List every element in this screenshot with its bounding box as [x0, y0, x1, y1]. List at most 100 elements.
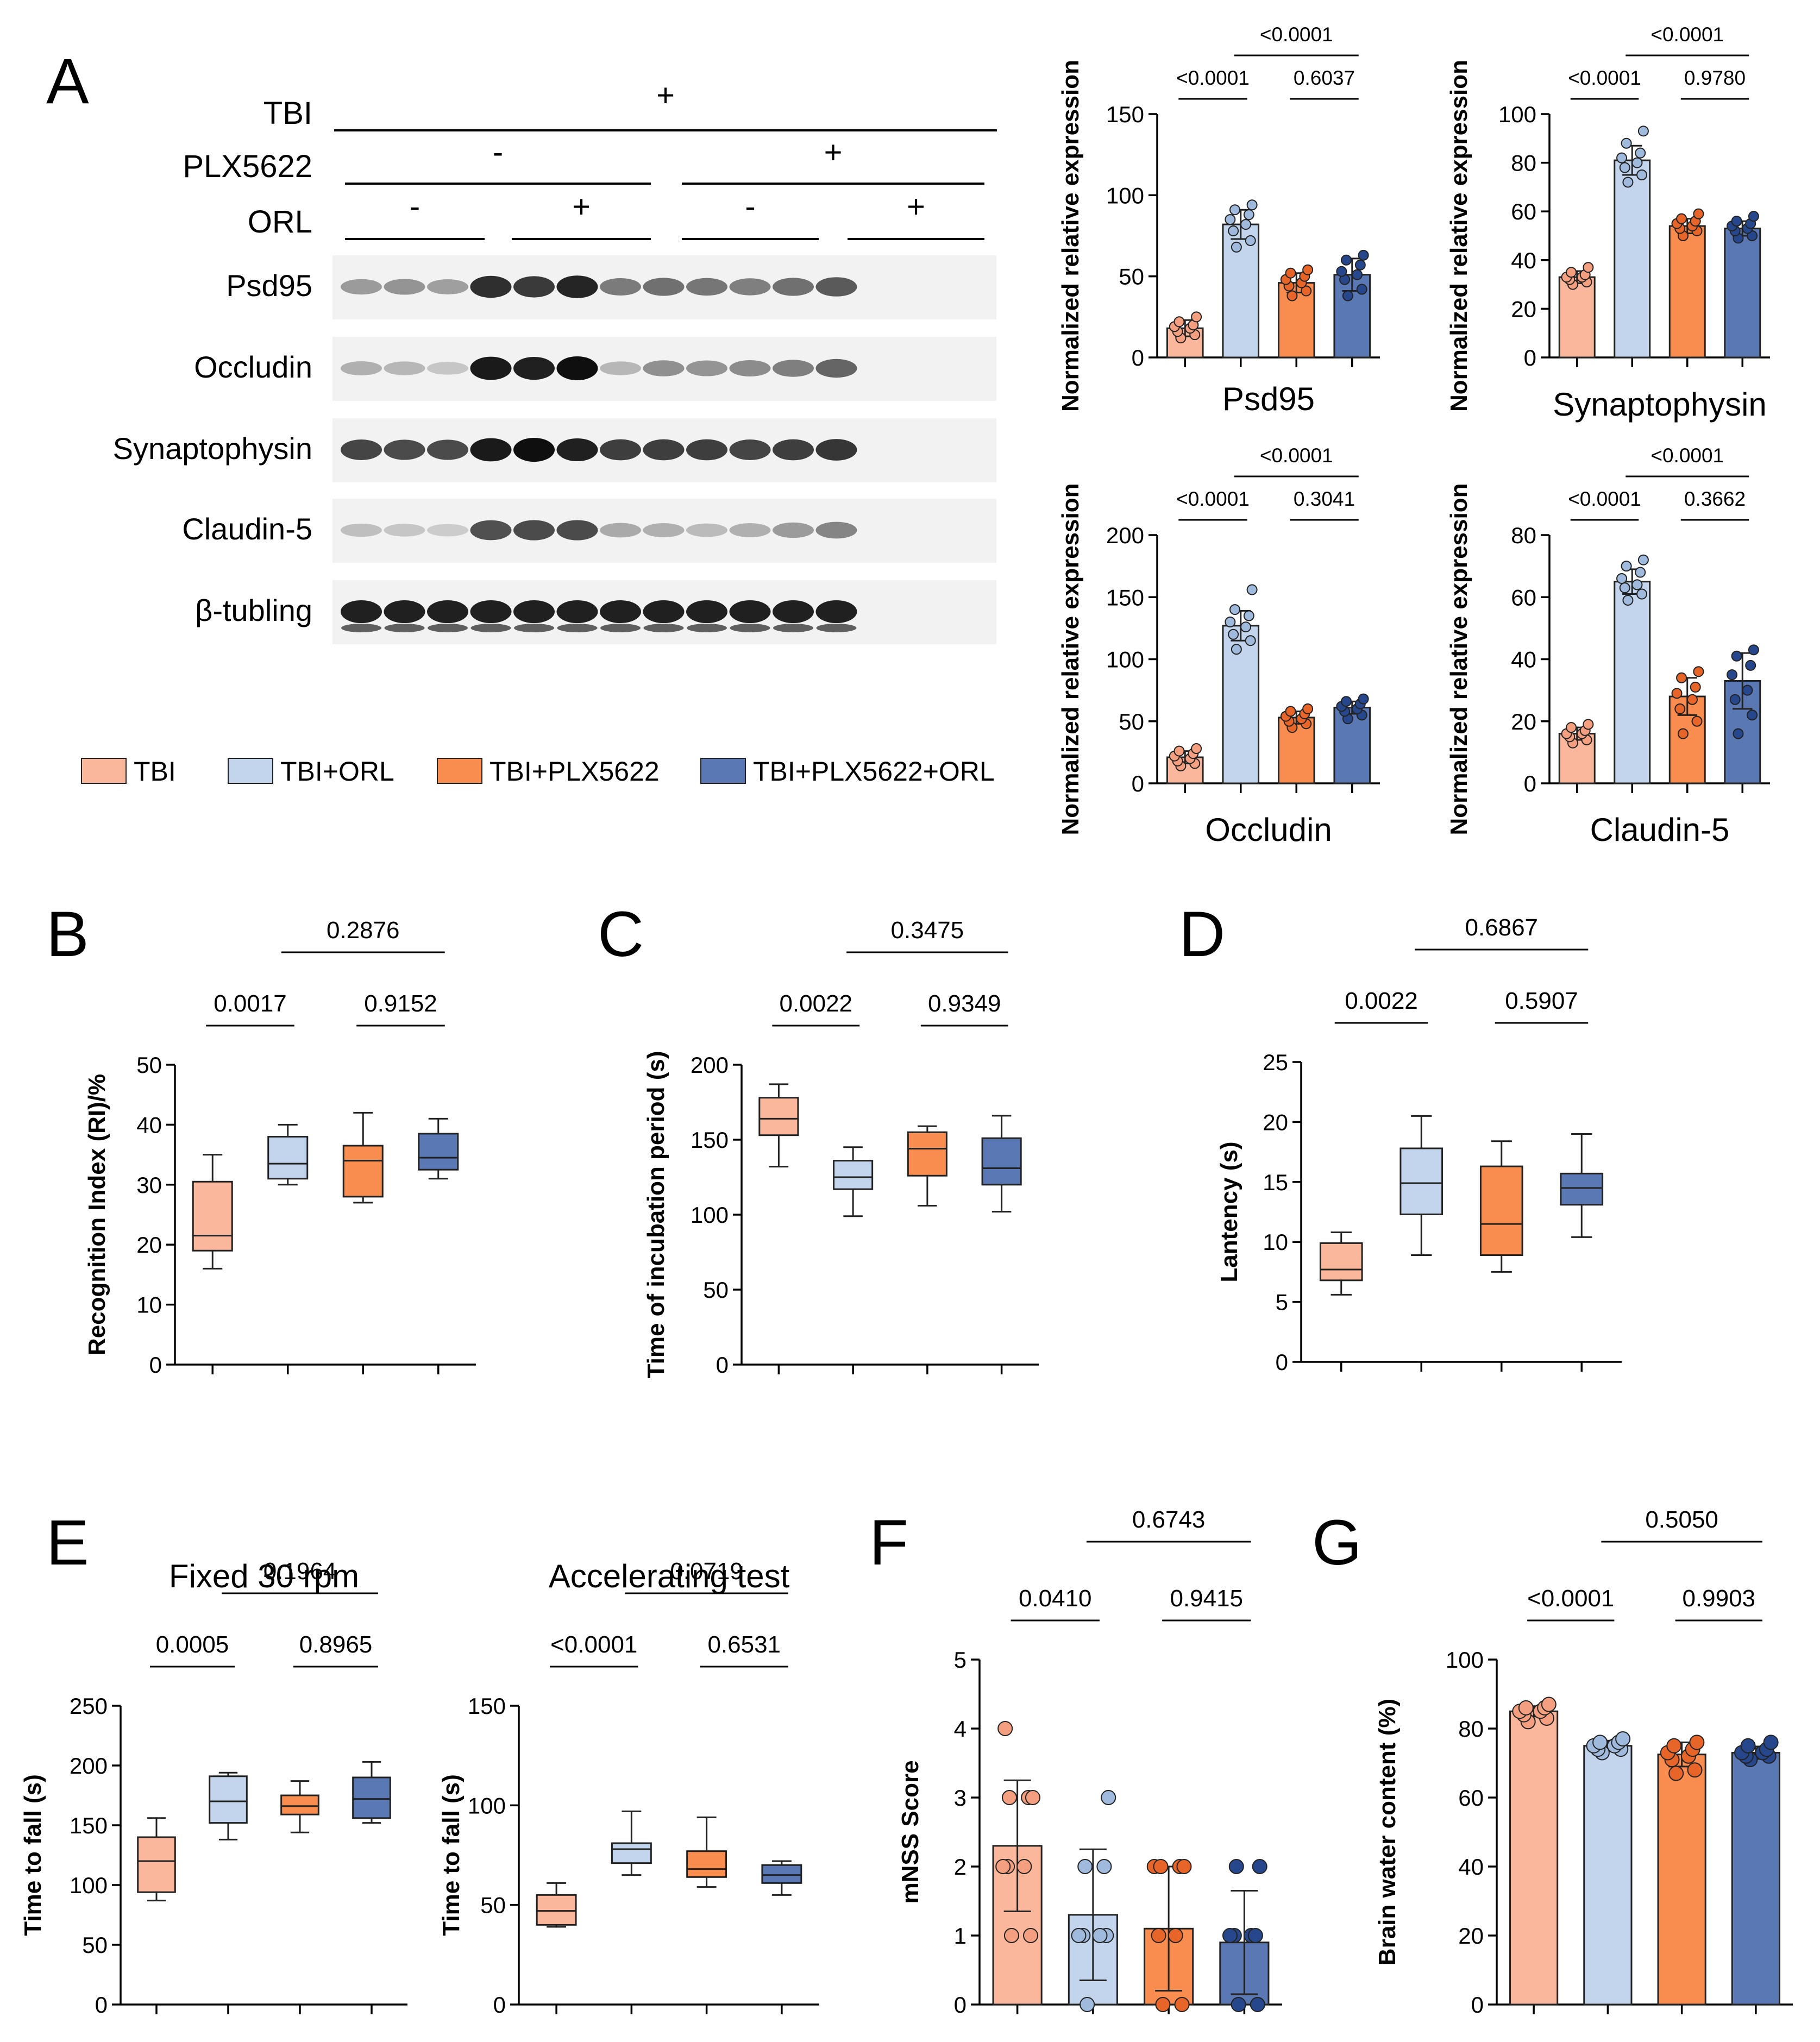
- chart-E1: E 0 50 100 150 200 250 Time to fall (s) Fixed 30…: [20, 1507, 407, 2018]
- bar: [1614, 159, 1651, 359]
- box: [192, 1180, 233, 1252]
- data-point: [1677, 728, 1689, 739]
- data-point: [1592, 1735, 1608, 1750]
- y-axis-label: Time of incubation period (s): [643, 1051, 669, 1379]
- blot-band: [687, 624, 727, 632]
- p-value-label: <0.0001: [1568, 67, 1641, 89]
- data-point: [1025, 1790, 1040, 1805]
- data-point: [1071, 1928, 1087, 1943]
- data-point: [997, 1721, 1013, 1736]
- bar: [1731, 1751, 1780, 2006]
- data-point: [1619, 162, 1630, 173]
- y-tick-label: 4: [954, 1716, 967, 1742]
- blot-band: [384, 439, 425, 460]
- data-point: [1247, 1928, 1263, 1943]
- treatment-label: PLX5622: [183, 149, 312, 184]
- blot-band: [643, 360, 685, 376]
- data-point: [1191, 743, 1202, 755]
- chart-title: Synaptophysin: [1553, 386, 1767, 423]
- data-point: [1077, 1859, 1093, 1874]
- data-point: [1002, 1790, 1018, 1805]
- y-tick-label: 0: [149, 1352, 162, 1378]
- data-point: [1151, 1928, 1166, 1943]
- y-tick-label: 0: [1524, 345, 1536, 370]
- p-value-label: 0.2876: [327, 917, 400, 944]
- data-point: [1635, 567, 1646, 578]
- box: [280, 1794, 319, 1815]
- legend-swatch: [228, 758, 273, 784]
- data-point: [1566, 722, 1577, 733]
- blot-band: [729, 278, 771, 296]
- p-value-label: 0.9349: [928, 990, 1001, 1017]
- data-point: [1336, 266, 1347, 277]
- data-point: [1231, 241, 1242, 253]
- box: [418, 1133, 459, 1171]
- blot-band: [773, 360, 814, 377]
- y-tick-label: 200: [1106, 523, 1144, 548]
- data-point: [1229, 604, 1240, 615]
- treatment-sign: -: [410, 189, 420, 224]
- y-tick-label: 50: [136, 1052, 162, 1078]
- blot-band: [384, 279, 425, 295]
- y-axis-label: Normalized relative expression: [1446, 483, 1472, 835]
- box: [209, 1775, 248, 1824]
- blot-band: [557, 624, 598, 632]
- y-tick-label: 150: [468, 1693, 506, 1719]
- blot-band: [341, 600, 382, 624]
- chart-psd95: 0 50 100 150 Normalized relative expression P…: [1057, 23, 1380, 417]
- chart-E2: 0 50 100 150 Time to fall (s) Accelerating te…: [438, 1558, 819, 2018]
- blot-band: [470, 520, 512, 541]
- y-tick-label: 100: [1446, 1647, 1484, 1673]
- data-point: [1693, 208, 1704, 219]
- blot-band: [729, 600, 771, 624]
- p-value-label: 0.6743: [1132, 1506, 1206, 1533]
- blot-band: [729, 360, 771, 377]
- data-point: [1622, 594, 1634, 606]
- blot-band: [384, 600, 425, 624]
- p-value-label: 0.9152: [364, 990, 437, 1017]
- treatment-sign: -: [745, 189, 755, 224]
- blot-band: [773, 439, 814, 461]
- p-value-label: 0.6867: [1465, 914, 1538, 941]
- data-point: [1246, 584, 1258, 595]
- blot-band: [341, 279, 382, 295]
- data-point: [1228, 629, 1239, 640]
- y-tick-label: 40: [1511, 248, 1536, 273]
- y-tick-label: 3: [954, 1785, 967, 1811]
- blot-band: [513, 276, 555, 298]
- data-point: [1174, 1997, 1190, 2012]
- data-point: [1740, 1738, 1756, 1754]
- chart-claudin5: 0 20 40 60 80 Normalized relative expression C…: [1446, 444, 1770, 848]
- p-value-label: 0.6531: [707, 1631, 781, 1658]
- data-point: [995, 1859, 1011, 1874]
- y-tick-label: 0: [493, 1992, 506, 2018]
- y-tick-label: 5: [1276, 1290, 1288, 1315]
- data-point: [1228, 1859, 1244, 1874]
- band-label: Claudin-5: [182, 512, 312, 546]
- data-point: [1731, 216, 1742, 227]
- blot-band: [730, 624, 770, 632]
- data-point: [1340, 696, 1352, 707]
- data-point: [1340, 254, 1352, 266]
- y-tick-label: 100: [691, 1202, 729, 1228]
- y-tick-label: 0: [1132, 771, 1144, 796]
- chart-F: F 0 1 2 3 4 5 mNSS Score 0.0410 0.9415 0.6743: [869, 1506, 1282, 2018]
- y-tick-label: 20: [136, 1232, 162, 1258]
- data-point: [1246, 199, 1258, 211]
- y-tick-label: 25: [1263, 1050, 1288, 1075]
- data-point: [1301, 285, 1312, 297]
- blot-band: [815, 600, 857, 624]
- blot-band: [470, 438, 512, 462]
- y-axis-label: Normalized relative expression: [1057, 483, 1084, 835]
- y-tick-label: 150: [1106, 102, 1144, 127]
- data-point: [1566, 267, 1577, 278]
- data-point: [1096, 1859, 1112, 1874]
- data-point: [1352, 269, 1363, 280]
- data-point: [1092, 1928, 1108, 1943]
- data-point: [1240, 219, 1252, 230]
- y-axis-label: Lantency (s): [1216, 1141, 1242, 1282]
- treatment-sign: -: [493, 135, 503, 170]
- blot-band: [427, 439, 468, 460]
